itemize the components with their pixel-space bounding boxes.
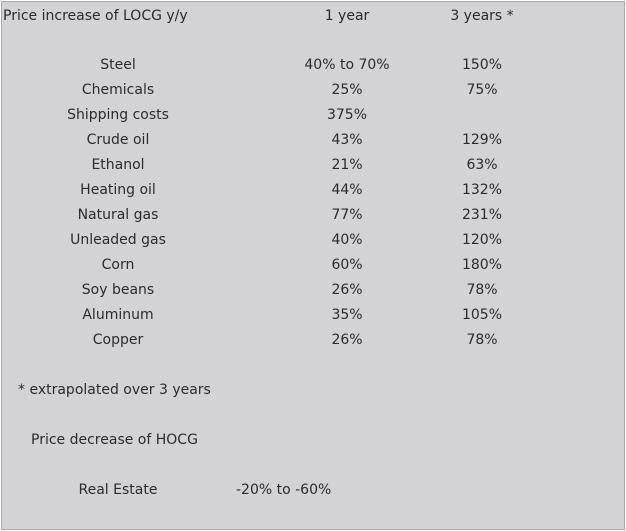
row-value-3-years: 120%: [461, 232, 503, 248]
row-value-3-years: 129%: [461, 132, 503, 148]
row-value-3-years: 150%: [461, 57, 503, 73]
row-value-1-year: 44%: [331, 182, 363, 198]
row-value-3-years: 132%: [461, 182, 503, 198]
row-item-label: Corn: [101, 257, 135, 273]
row-item-label: Steel: [100, 57, 136, 73]
row-value-3-years: 180%: [461, 257, 503, 273]
row-value-1-year: 60%: [331, 257, 363, 273]
row-value-3-years: 231%: [461, 207, 503, 223]
row-item-label: Crude oil: [86, 132, 150, 148]
row-value-3-years: 75%: [466, 82, 498, 98]
table-title: Price increase of LOCG y/y: [3, 8, 188, 24]
row-value-1-year: 26%: [331, 282, 363, 298]
row-value-1-year: 35%: [331, 307, 363, 323]
row-item-label: Aluminum: [82, 307, 154, 323]
row-value-3-years: 78%: [466, 282, 498, 298]
decrease-title: Price decrease of HOCG: [31, 432, 198, 448]
row-item-label: Shipping costs: [67, 107, 169, 123]
row-item-label: Unleaded gas: [70, 232, 166, 248]
row-value-1-year: 375%: [326, 107, 368, 123]
row-item-label: Heating oil: [80, 182, 156, 198]
row-item-label: Ethanol: [91, 157, 145, 173]
row-value-1-year: 40%: [331, 232, 363, 248]
row-item-label: Copper: [92, 332, 144, 348]
decrease-item-value: -20% to -60%: [236, 482, 332, 498]
column-header-3-years: 3 years *: [450, 8, 514, 24]
column-header-1-year: 1 year: [324, 8, 370, 24]
decrease-item-label: Real Estate: [78, 482, 158, 498]
row-value-3-years: 63%: [466, 157, 498, 173]
row-item-label: Chemicals: [81, 82, 155, 98]
row-value-1-year: 25%: [331, 82, 363, 98]
row-value-3-years: 105%: [461, 307, 503, 323]
footnote: * extrapolated over 3 years: [18, 382, 211, 398]
row-value-1-year: 26%: [331, 332, 363, 348]
row-item-label: Soy beans: [81, 282, 155, 298]
row-item-label: Natural gas: [77, 207, 159, 223]
row-value-1-year: 40% to 70%: [304, 57, 390, 73]
row-value-1-year: 21%: [331, 157, 363, 173]
row-value-3-years: 78%: [466, 332, 498, 348]
row-value-1-year: 43%: [331, 132, 363, 148]
row-value-1-year: 77%: [331, 207, 363, 223]
